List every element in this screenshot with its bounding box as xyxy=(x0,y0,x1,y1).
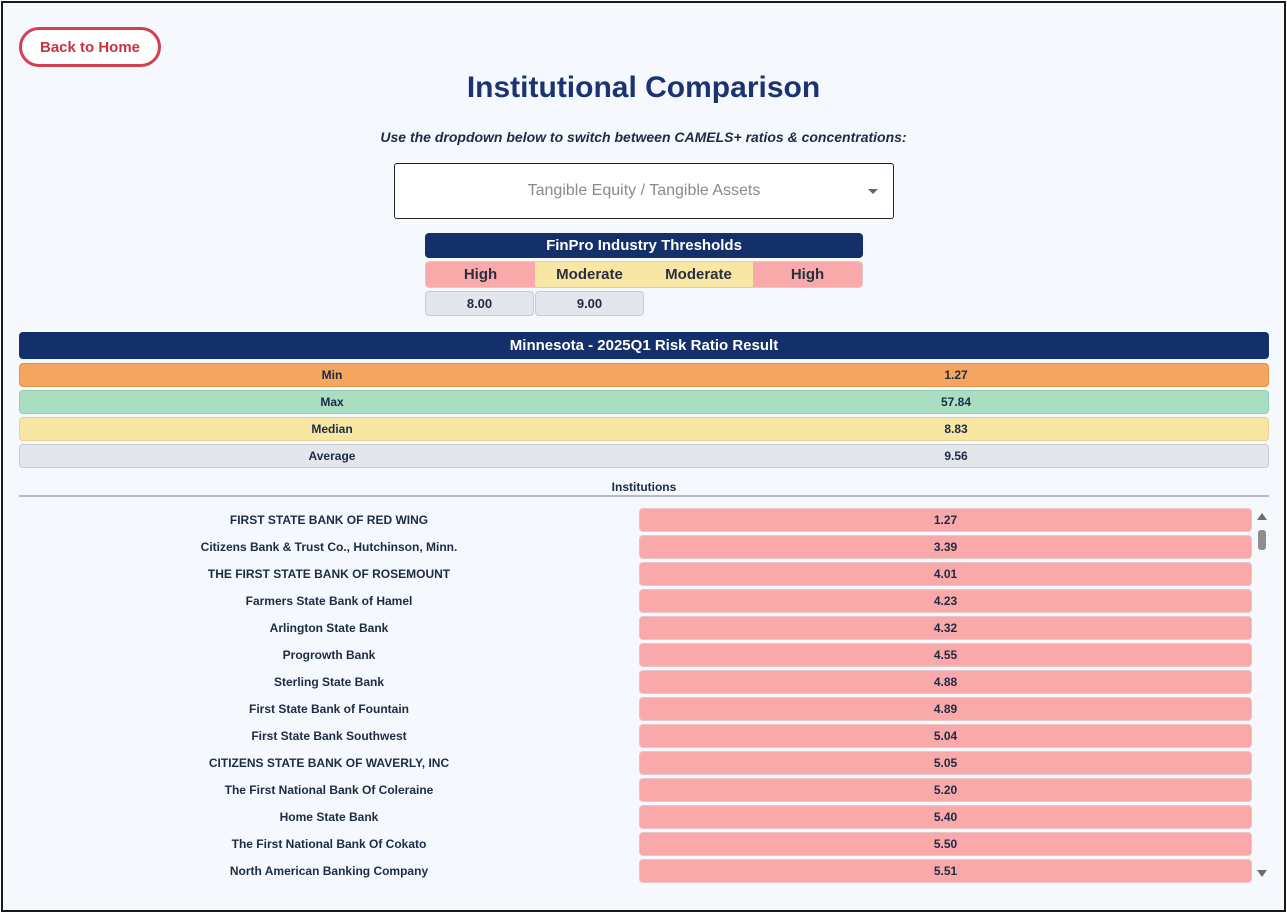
page-title: Institutional Comparison xyxy=(466,71,821,104)
institution-value: 5.20 xyxy=(639,778,1252,802)
list-item: Sterling State Bank 4.88 xyxy=(19,670,1253,694)
institution-value: 4.89 xyxy=(639,697,1252,721)
institution-name: First State Bank of Fountain xyxy=(248,702,409,716)
stat-label: Max xyxy=(320,395,344,409)
back-to-home-button[interactable]: Back to Home xyxy=(19,27,161,67)
list-item: FIRST STATE BANK OF RED WING 1.27 xyxy=(19,508,1253,532)
page-subtitle: Use the dropdown below to switch between… xyxy=(380,129,907,145)
threshold-value-high: 8.00 xyxy=(425,291,534,316)
chevron-down-icon[interactable] xyxy=(868,189,878,194)
threshold-level-moderate-high: Moderate xyxy=(644,262,753,287)
list-item: Farmers State Bank of Hamel 4.23 xyxy=(19,589,1253,613)
institution-name: Sterling State Bank xyxy=(273,675,385,689)
institution-name: THE FIRST STATE BANK OF ROSEMOUNT xyxy=(207,567,451,581)
stat-value: 1.27 xyxy=(944,368,968,382)
stat-value: 57.84 xyxy=(940,395,972,409)
stat-row-min: Min 1.27 xyxy=(19,363,1269,387)
institution-name: CITIZENS STATE BANK OF WAVERLY, INC xyxy=(208,756,450,770)
institution-name: First State Bank Southwest xyxy=(251,729,407,743)
stat-row-max: Max 57.84 xyxy=(19,390,1269,414)
dropdown-selected-value: Tangible Equity / Tangible Assets xyxy=(527,182,761,199)
list-item: The First National Bank Of Coleraine 5.2… xyxy=(19,778,1253,802)
institution-value: 4.23 xyxy=(639,589,1252,613)
threshold-level-moderate-low: Moderate xyxy=(535,262,644,287)
institution-value: 5.40 xyxy=(639,805,1252,829)
threshold-level-high-high: High xyxy=(753,262,862,287)
institution-value: 1.27 xyxy=(639,508,1252,532)
list-item: The First National Bank Of Cokato 5.50 xyxy=(19,832,1253,856)
institution-name: Home State Bank xyxy=(279,810,379,824)
institution-name: The First National Bank Of Coleraine xyxy=(224,783,434,797)
stat-label: Median xyxy=(311,422,353,436)
institution-name: North American Banking Company xyxy=(229,864,429,878)
ratio-select-dropdown[interactable]: Tangible Equity / Tangible Assets xyxy=(394,163,894,219)
institution-value: 4.88 xyxy=(639,670,1252,694)
stat-row-median: Median 8.83 xyxy=(19,417,1269,441)
institution-value: 5.04 xyxy=(639,724,1252,748)
list-item: First State Bank of Fountain 4.89 xyxy=(19,697,1253,721)
threshold-value-moderate: 9.00 xyxy=(535,291,644,316)
thresholds-levels-row: High Moderate Moderate High xyxy=(425,261,863,288)
list-item: Home State Bank 5.40 xyxy=(19,805,1253,829)
institution-name: Citizens Bank & Trust Co., Hutchinson, M… xyxy=(200,540,458,554)
stat-row-average: Average 9.56 xyxy=(19,444,1269,468)
list-item: First State Bank Southwest 5.04 xyxy=(19,724,1253,748)
institutions-list[interactable]: FIRST STATE BANK OF RED WING 1.27 Citize… xyxy=(19,508,1253,886)
institution-value: 3.39 xyxy=(639,535,1252,559)
list-item: North American Banking Company 5.51 xyxy=(19,859,1253,883)
institution-value: 4.32 xyxy=(639,616,1252,640)
institution-name: The First National Bank Of Cokato xyxy=(231,837,427,851)
scroll-down-arrow-icon[interactable] xyxy=(1257,870,1267,877)
stat-value: 9.56 xyxy=(944,449,968,463)
institution-name: Farmers State Bank of Hamel xyxy=(245,594,413,608)
list-item: Citizens Bank & Trust Co., Hutchinson, M… xyxy=(19,535,1253,559)
institution-name: Progrowth Bank xyxy=(282,648,376,662)
institution-value: 5.51 xyxy=(639,859,1252,883)
list-item: CITIZENS STATE BANK OF WAVERLY, INC 5.05 xyxy=(19,751,1253,775)
stat-value: 8.83 xyxy=(944,422,968,436)
institution-value: 4.55 xyxy=(639,643,1252,667)
scroll-up-arrow-icon[interactable] xyxy=(1257,513,1267,520)
institution-name: FIRST STATE BANK OF RED WING xyxy=(229,513,429,527)
institutions-scrollbar[interactable] xyxy=(1255,508,1269,886)
institution-name: Arlington State Bank xyxy=(269,621,389,635)
institution-value: 5.50 xyxy=(639,832,1252,856)
scroll-thumb[interactable] xyxy=(1258,530,1266,550)
result-title: Minnesota - 2025Q1 Risk Ratio Result xyxy=(19,332,1269,359)
institutions-header: Institutions xyxy=(19,480,1269,497)
stat-label: Min xyxy=(321,368,343,382)
stat-label: Average xyxy=(308,449,356,463)
list-item: Progrowth Bank 4.55 xyxy=(19,643,1253,667)
institution-value: 5.05 xyxy=(639,751,1252,775)
list-item: Arlington State Bank 4.32 xyxy=(19,616,1253,640)
institution-value: 4.01 xyxy=(639,562,1252,586)
threshold-level-high-low: High xyxy=(426,262,535,287)
thresholds-title: FinPro Industry Thresholds xyxy=(425,233,863,258)
list-item: THE FIRST STATE BANK OF ROSEMOUNT 4.01 xyxy=(19,562,1253,586)
